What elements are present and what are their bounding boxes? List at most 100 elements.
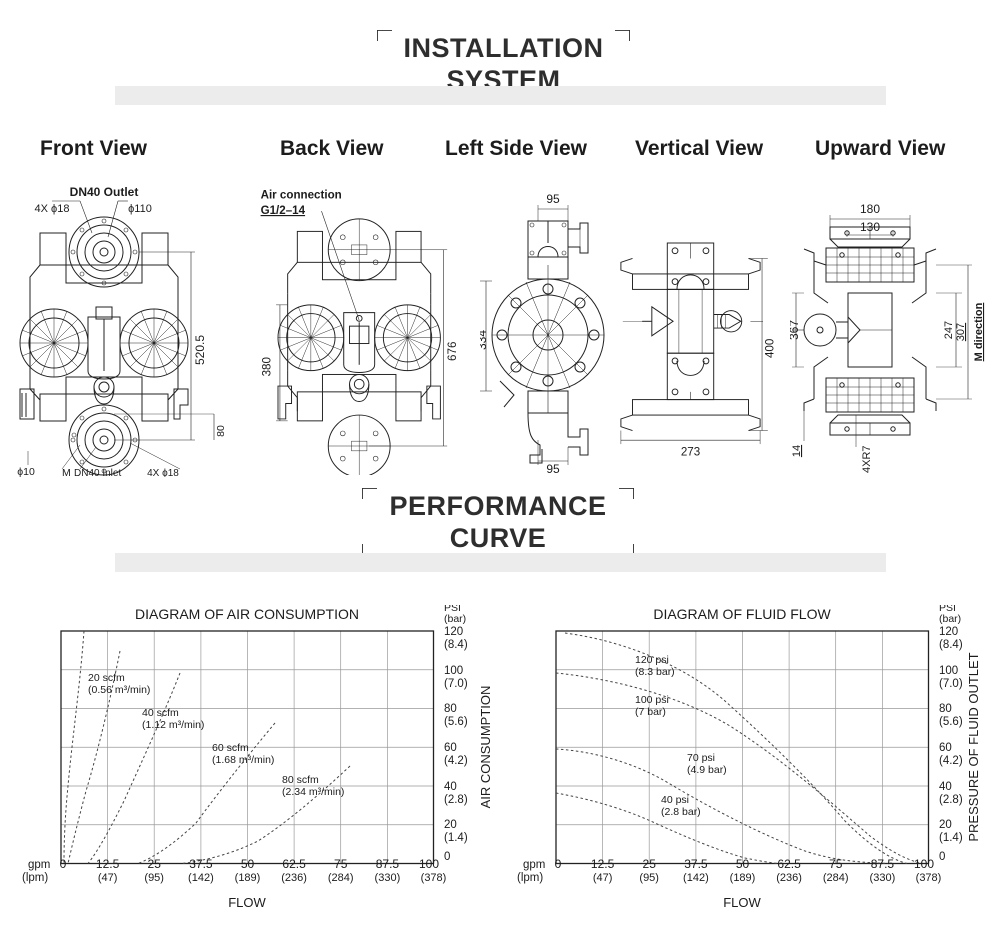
svg-text:(236): (236) <box>776 872 802 884</box>
svg-text:4X ϕ18: 4X ϕ18 <box>147 468 179 477</box>
svg-text:ϕ10: ϕ10 <box>17 466 35 477</box>
svg-text:40: 40 <box>444 781 457 793</box>
svg-text:(2.8): (2.8) <box>939 794 963 806</box>
svg-text:(236): (236) <box>281 872 307 884</box>
svg-text:334: 334 <box>480 330 489 350</box>
svg-text:367: 367 <box>790 320 801 340</box>
svg-text:75: 75 <box>829 857 843 871</box>
svg-text:40: 40 <box>939 781 952 793</box>
svg-text:120: 120 <box>444 626 463 638</box>
svg-text:4XR7: 4XR7 <box>861 445 873 473</box>
svg-text:FLOW: FLOW <box>723 895 761 910</box>
svg-text:60: 60 <box>444 742 457 754</box>
svg-text:(1.4): (1.4) <box>444 832 468 844</box>
svg-text:37.5: 37.5 <box>189 857 213 871</box>
svg-text:DN40 Inlet: DN40 Inlet <box>74 468 121 477</box>
svg-text:(2.8 bar): (2.8 bar) <box>661 806 701 818</box>
svg-text:0: 0 <box>60 857 67 871</box>
svg-text:62.5: 62.5 <box>777 857 801 871</box>
svg-text:380: 380 <box>260 357 273 376</box>
svg-text:80: 80 <box>215 425 227 437</box>
svg-text:87.5: 87.5 <box>376 857 400 871</box>
svg-text:(8.3 bar): (8.3 bar) <box>635 666 675 678</box>
svg-text:gpm: gpm <box>28 859 50 871</box>
svg-text:(lpm): (lpm) <box>22 872 48 884</box>
svg-text:(142): (142) <box>683 872 709 884</box>
svg-text:(5.6): (5.6) <box>444 716 468 728</box>
svg-text:50: 50 <box>241 857 255 871</box>
svg-text:(4.9 bar): (4.9 bar) <box>687 764 727 776</box>
svg-text:(47): (47) <box>593 872 613 884</box>
svg-text:50: 50 <box>736 857 750 871</box>
svg-text:95: 95 <box>546 192 560 206</box>
svg-text:100 psi: 100 psi <box>635 694 669 706</box>
svg-text:(284): (284) <box>823 872 849 884</box>
svg-text:80 scfm: 80 scfm <box>282 774 319 786</box>
svg-text:DIAGRAM OF AIR CONSUMPTION: DIAGRAM OF AIR CONSUMPTION <box>135 606 359 622</box>
svg-text:0: 0 <box>555 857 562 871</box>
svg-text:4X ϕ18: 4X ϕ18 <box>35 203 70 215</box>
svg-text:(189): (189) <box>235 872 261 884</box>
svg-text:(284): (284) <box>328 872 354 884</box>
svg-text:60: 60 <box>939 742 952 754</box>
svg-text:100: 100 <box>444 665 463 677</box>
svg-text:100: 100 <box>939 665 958 677</box>
svg-text:(bar): (bar) <box>444 613 466 625</box>
svg-text:(5.6): (5.6) <box>939 716 963 728</box>
svg-text:100: 100 <box>419 857 439 871</box>
svg-text:DN40 Outlet: DN40 Outlet <box>70 185 139 199</box>
svg-text:180: 180 <box>860 202 880 216</box>
svg-text:(1.68 m³/min): (1.68 m³/min) <box>212 754 274 766</box>
svg-text:520.5: 520.5 <box>193 335 207 365</box>
svg-text:(2.34 m³/min): (2.34 m³/min) <box>282 786 344 798</box>
svg-text:0: 0 <box>939 851 945 863</box>
svg-text:70 psi: 70 psi <box>687 752 715 764</box>
svg-text:130: 130 <box>860 220 880 234</box>
svg-text:80: 80 <box>444 703 457 715</box>
svg-text:40 scfm: 40 scfm <box>142 707 179 719</box>
svg-text:(95): (95) <box>639 872 659 884</box>
svg-text:Air connection: Air connection <box>261 189 342 202</box>
svg-text:307: 307 <box>955 323 967 341</box>
svg-text:M direction: M direction <box>973 302 985 361</box>
svg-text:(95): (95) <box>144 872 164 884</box>
svg-text:(bar): (bar) <box>939 613 961 625</box>
svg-text:(1.4): (1.4) <box>939 832 963 844</box>
svg-text:G1/2–14: G1/2–14 <box>261 204 306 217</box>
svg-text:(47): (47) <box>98 872 118 884</box>
svg-text:273: 273 <box>681 446 700 459</box>
svg-text:(2.8): (2.8) <box>444 794 468 806</box>
svg-text:gpm: gpm <box>523 859 545 871</box>
svg-text:(378): (378) <box>916 872 942 884</box>
svg-text:14: 14 <box>791 445 803 457</box>
svg-text:75: 75 <box>334 857 348 871</box>
svg-text:(189): (189) <box>730 872 756 884</box>
svg-text:60 scfm: 60 scfm <box>212 742 249 754</box>
svg-text:62.5: 62.5 <box>282 857 306 871</box>
svg-text:37.5: 37.5 <box>684 857 708 871</box>
svg-text:PRESSURE OF FLUID OUTLET: PRESSURE OF FLUID OUTLET <box>966 652 981 841</box>
svg-text:(7 bar): (7 bar) <box>635 706 666 718</box>
svg-text:12.5: 12.5 <box>591 857 615 871</box>
svg-text:(1.12 m³/min): (1.12 m³/min) <box>142 719 204 731</box>
svg-text:(8.4): (8.4) <box>444 639 468 651</box>
svg-text:M: M <box>62 467 71 477</box>
svg-text:120 psi: 120 psi <box>635 654 669 666</box>
svg-text:AIR CONSUMPTION: AIR CONSUMPTION <box>478 686 493 809</box>
svg-text:ϕ110: ϕ110 <box>128 203 152 215</box>
svg-text:(330): (330) <box>375 872 401 884</box>
svg-text:(330): (330) <box>870 872 896 884</box>
svg-text:25: 25 <box>643 857 657 871</box>
svg-text:20: 20 <box>939 819 952 831</box>
svg-text:40 psi: 40 psi <box>661 794 689 806</box>
svg-text:(7.0): (7.0) <box>444 678 468 690</box>
svg-text:DIAGRAM OF FLUID FLOW: DIAGRAM OF FLUID FLOW <box>653 606 831 622</box>
svg-text:120: 120 <box>939 626 958 638</box>
svg-text:20: 20 <box>444 819 457 831</box>
svg-text:12.5: 12.5 <box>96 857 120 871</box>
svg-text:100: 100 <box>914 857 934 871</box>
svg-text:95: 95 <box>546 462 560 475</box>
svg-text:676: 676 <box>446 342 459 361</box>
svg-text:(7.0): (7.0) <box>939 678 963 690</box>
svg-text:0: 0 <box>444 851 450 863</box>
